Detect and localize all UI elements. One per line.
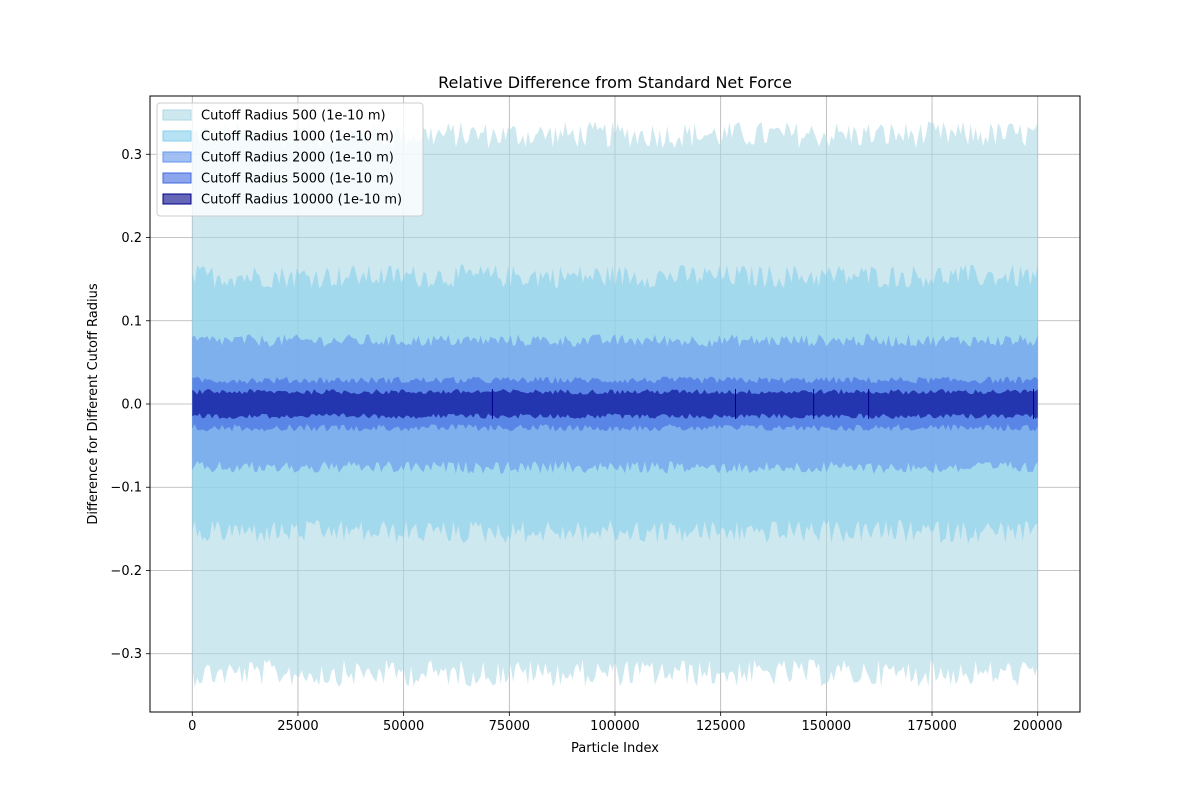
x-tick-label: 200000 [1013, 719, 1063, 734]
legend-swatch [162, 130, 192, 142]
x-tick-label: 100000 [590, 719, 640, 734]
legend-swatch [162, 109, 192, 121]
legend-swatch [162, 151, 192, 163]
x-tick-label: 150000 [802, 719, 852, 734]
x-tick-label: 125000 [696, 719, 746, 734]
legend-swatch [162, 172, 192, 184]
series-area-5 [192, 389, 1038, 419]
legend-label: Cutoff Radius 1000 (1e-10 m) [201, 130, 394, 145]
y-tick-label: −0.2 [110, 564, 142, 579]
legend-label: Cutoff Radius 10000 (1e-10 m) [201, 193, 402, 208]
legend: Cutoff Radius 500 (1e-10 m) Cutoff Radius… [156, 102, 424, 217]
chart-title: Relative Difference from Standard Net Fo… [438, 73, 792, 92]
area-layer [192, 121, 1038, 687]
legend-label: Cutoff Radius 2000 (1e-10 m) [201, 151, 394, 166]
y-tick-label: 0.3 [121, 148, 142, 163]
y-axis: −0.3 −0.2 −0.1 0.0 0.1 0.2 0.3 [110, 148, 150, 662]
x-axis-label: Particle Index [571, 741, 659, 756]
y-tick-label: 0.0 [121, 398, 142, 413]
x-tick-label: 175000 [907, 719, 957, 734]
legend-label: Cutoff Radius 500 (1e-10 m) [201, 109, 386, 124]
legend-label: Cutoff Radius 5000 (1e-10 m) [201, 172, 394, 187]
y-tick-label: 0.2 [121, 231, 142, 246]
x-tick-label: 0 [188, 719, 196, 734]
x-tick-label: 50000 [383, 719, 424, 734]
legend-swatch [162, 193, 192, 205]
y-tick-label: −0.3 [110, 647, 142, 662]
y-axis-label: Difference for Different Cutoff Radius [86, 283, 101, 525]
legend-box [156, 102, 424, 217]
x-tick-label: 25000 [277, 719, 318, 734]
y-tick-label: 0.1 [121, 314, 142, 329]
x-tick-label: 75000 [489, 719, 530, 734]
x-axis: 0 25000 50000 75000 100000 125000 150000 175000… [188, 712, 1063, 734]
y-tick-label: −0.1 [110, 481, 142, 496]
